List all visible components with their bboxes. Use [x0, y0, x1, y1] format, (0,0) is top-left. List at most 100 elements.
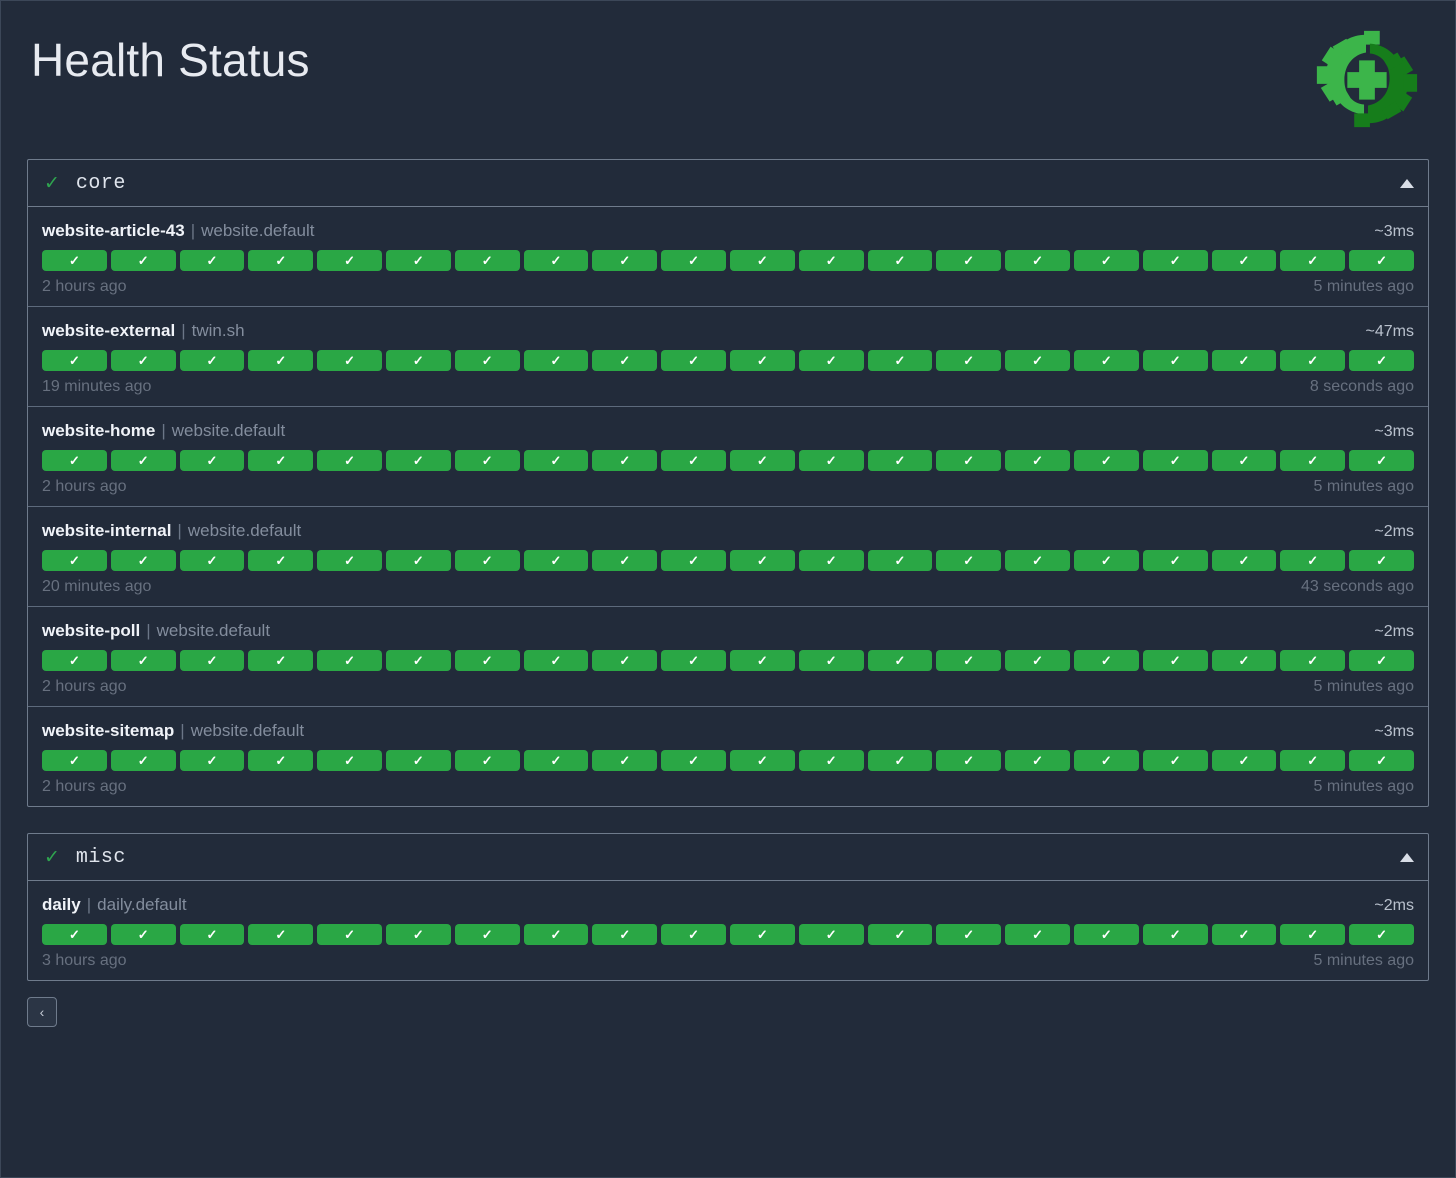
status-bar[interactable]: ✓ [1211, 550, 1277, 571]
status-bar[interactable]: ✓ [42, 350, 107, 371]
status-bar[interactable]: ✓ [110, 350, 176, 371]
status-bar[interactable]: ✓ [110, 650, 176, 671]
status-bar[interactable]: ✓ [1142, 750, 1208, 771]
status-bar[interactable]: ✓ [1005, 924, 1070, 945]
status-bar[interactable]: ✓ [1349, 450, 1414, 471]
status-bar[interactable]: ✓ [523, 450, 589, 471]
status-bar[interactable]: ✓ [936, 350, 1002, 371]
status-bar[interactable]: ✓ [179, 250, 245, 271]
status-bar[interactable]: ✓ [110, 250, 176, 271]
status-bar[interactable]: ✓ [936, 650, 1002, 671]
status-bar[interactable]: ✓ [454, 250, 520, 271]
status-bar[interactable]: ✓ [454, 350, 520, 371]
status-bar[interactable]: ✓ [1280, 350, 1346, 371]
status-bar[interactable]: ✓ [1005, 450, 1070, 471]
status-bar[interactable]: ✓ [1211, 250, 1277, 271]
status-bar[interactable]: ✓ [592, 350, 658, 371]
status-bar[interactable]: ✓ [867, 450, 933, 471]
status-bar[interactable]: ✓ [42, 550, 107, 571]
status-bar[interactable]: ✓ [867, 750, 933, 771]
status-bar[interactable]: ✓ [385, 550, 451, 571]
status-bar[interactable]: ✓ [729, 750, 795, 771]
status-bar[interactable]: ✓ [317, 350, 382, 371]
status-bar[interactable]: ✓ [729, 650, 795, 671]
status-bar[interactable]: ✓ [1349, 350, 1414, 371]
status-bar[interactable]: ✓ [179, 924, 245, 945]
status-bar[interactable]: ✓ [179, 450, 245, 471]
status-bar[interactable]: ✓ [179, 750, 245, 771]
status-bar[interactable]: ✓ [661, 924, 726, 945]
status-bar[interactable]: ✓ [248, 450, 314, 471]
status-bar[interactable]: ✓ [385, 250, 451, 271]
status-bar[interactable]: ✓ [1349, 650, 1414, 671]
status-bar[interactable]: ✓ [592, 450, 658, 471]
back-button[interactable]: ‹ [27, 997, 57, 1027]
status-bar[interactable]: ✓ [454, 550, 520, 571]
status-bar[interactable]: ✓ [110, 550, 176, 571]
status-bar[interactable]: ✓ [317, 550, 382, 571]
status-bar[interactable]: ✓ [179, 550, 245, 571]
status-bar[interactable]: ✓ [317, 750, 382, 771]
status-bar[interactable]: ✓ [1073, 450, 1139, 471]
status-bar[interactable]: ✓ [936, 550, 1002, 571]
status-bar[interactable]: ✓ [798, 250, 864, 271]
status-bar[interactable]: ✓ [1142, 250, 1208, 271]
status-bar[interactable]: ✓ [1073, 750, 1139, 771]
status-bar[interactable]: ✓ [385, 450, 451, 471]
status-bar[interactable]: ✓ [317, 650, 382, 671]
status-bar[interactable]: ✓ [867, 924, 933, 945]
status-bar[interactable]: ✓ [385, 750, 451, 771]
status-bar[interactable]: ✓ [454, 750, 520, 771]
status-bar[interactable]: ✓ [867, 550, 933, 571]
status-bar[interactable]: ✓ [1280, 650, 1346, 671]
status-bar[interactable]: ✓ [385, 650, 451, 671]
status-bar[interactable]: ✓ [317, 450, 382, 471]
status-bar[interactable]: ✓ [1073, 250, 1139, 271]
status-bar[interactable]: ✓ [798, 550, 864, 571]
status-bar[interactable]: ✓ [936, 924, 1002, 945]
status-bar[interactable]: ✓ [42, 750, 107, 771]
status-bar[interactable]: ✓ [1005, 550, 1070, 571]
status-bar[interactable]: ✓ [1349, 250, 1414, 271]
status-bar[interactable]: ✓ [661, 350, 726, 371]
status-bar[interactable]: ✓ [729, 350, 795, 371]
status-bar[interactable]: ✓ [1142, 550, 1208, 571]
status-bar[interactable]: ✓ [1073, 350, 1139, 371]
status-bar[interactable]: ✓ [248, 250, 314, 271]
status-bar[interactable]: ✓ [1280, 550, 1346, 571]
status-bar[interactable]: ✓ [1142, 450, 1208, 471]
status-bar[interactable]: ✓ [1280, 250, 1346, 271]
status-bar[interactable]: ✓ [1005, 350, 1070, 371]
status-bar[interactable]: ✓ [729, 250, 795, 271]
status-bar[interactable]: ✓ [867, 250, 933, 271]
status-bar[interactable]: ✓ [385, 350, 451, 371]
status-bar[interactable]: ✓ [179, 350, 245, 371]
status-bar[interactable]: ✓ [936, 450, 1002, 471]
status-bar[interactable]: ✓ [592, 750, 658, 771]
status-bar[interactable]: ✓ [1142, 650, 1208, 671]
status-bar[interactable]: ✓ [385, 924, 451, 945]
status-bar[interactable]: ✓ [248, 750, 314, 771]
status-bar[interactable]: ✓ [110, 924, 176, 945]
status-bar[interactable]: ✓ [1211, 650, 1277, 671]
status-bar[interactable]: ✓ [1280, 924, 1346, 945]
status-bar[interactable]: ✓ [798, 350, 864, 371]
status-bar[interactable]: ✓ [42, 650, 107, 671]
status-bar[interactable]: ✓ [523, 750, 589, 771]
status-bar[interactable]: ✓ [798, 650, 864, 671]
status-bar[interactable]: ✓ [523, 650, 589, 671]
status-bar[interactable]: ✓ [592, 650, 658, 671]
status-bar[interactable]: ✓ [248, 650, 314, 671]
status-bar[interactable]: ✓ [523, 250, 589, 271]
status-bar[interactable]: ✓ [1349, 924, 1414, 945]
status-bar[interactable]: ✓ [110, 750, 176, 771]
status-bar[interactable]: ✓ [661, 250, 726, 271]
status-bar[interactable]: ✓ [661, 750, 726, 771]
status-bar[interactable]: ✓ [798, 750, 864, 771]
triangle-up-icon[interactable] [1400, 178, 1414, 188]
status-bar[interactable]: ✓ [867, 350, 933, 371]
status-bar[interactable]: ✓ [179, 650, 245, 671]
status-bar[interactable]: ✓ [798, 450, 864, 471]
status-bar[interactable]: ✓ [248, 350, 314, 371]
status-bar[interactable]: ✓ [1005, 650, 1070, 671]
